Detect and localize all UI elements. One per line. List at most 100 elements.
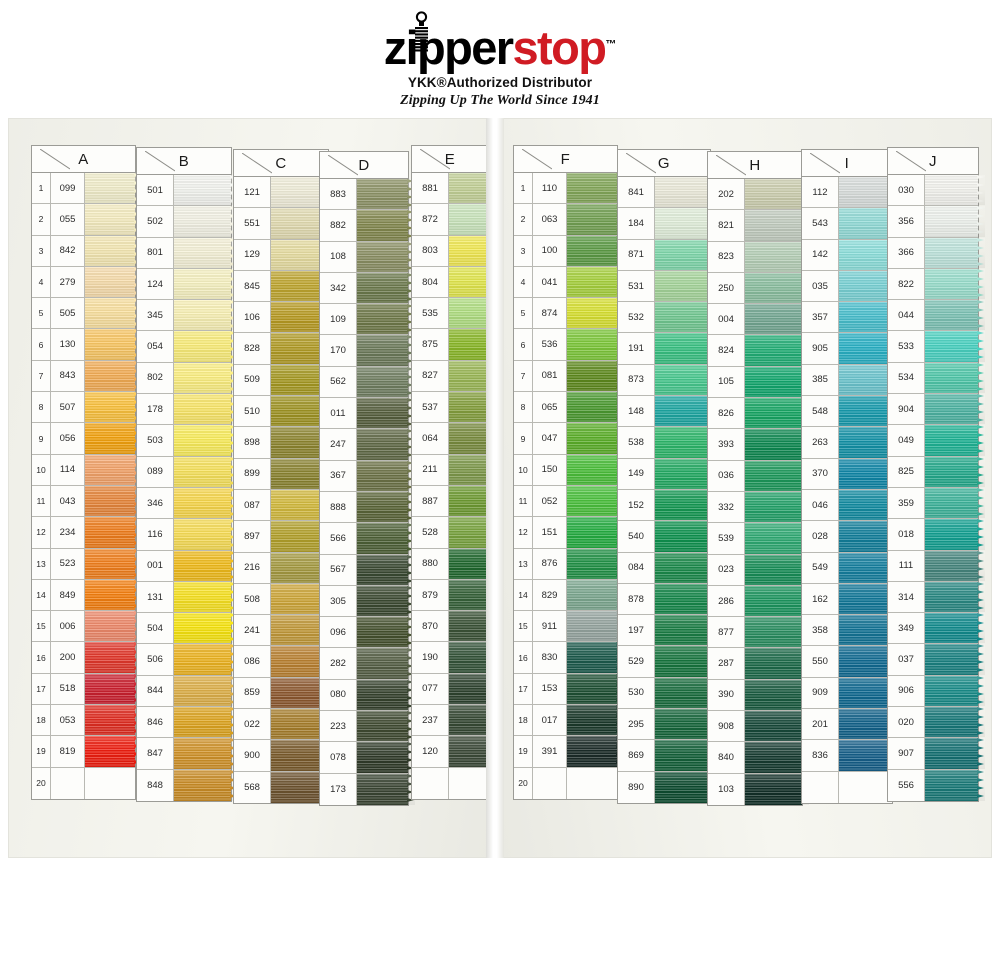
table-row[interactable]: 089: [137, 456, 238, 488]
color-swatch[interactable]: [85, 736, 142, 768]
color-swatch[interactable]: [357, 179, 415, 211]
color-swatch[interactable]: [745, 523, 809, 555]
table-row[interactable]: 824: [708, 335, 809, 367]
table-row[interactable]: 890: [618, 771, 717, 804]
table-row[interactable]: 124: [137, 268, 238, 301]
color-swatch[interactable]: [925, 613, 985, 645]
color-swatch[interactable]: [839, 552, 899, 584]
color-swatch[interactable]: [925, 707, 985, 739]
table-row[interactable]: 12 234: [32, 517, 142, 549]
color-swatch[interactable]: [449, 360, 495, 393]
table-row[interactable]: 390: [708, 679, 809, 712]
color-swatch[interactable]: [85, 705, 142, 737]
table-row[interactable]: 054: [137, 331, 238, 363]
table-row[interactable]: 878: [618, 583, 717, 616]
table-row[interactable]: 3 100: [514, 235, 624, 267]
color-swatch[interactable]: [449, 266, 495, 299]
table-row[interactable]: 528: [412, 517, 495, 549]
table-row[interactable]: 004: [708, 304, 809, 336]
table-row[interactable]: 539: [708, 523, 809, 555]
table-row[interactable]: 086: [234, 646, 335, 678]
color-swatch[interactable]: [174, 644, 238, 676]
table-row[interactable]: 909: [802, 677, 899, 710]
color-swatch[interactable]: [655, 646, 717, 678]
color-swatch[interactable]: [357, 460, 415, 492]
table-row[interactable]: 897: [234, 521, 335, 553]
color-swatch[interactable]: [357, 366, 415, 399]
color-swatch[interactable]: [449, 173, 495, 205]
table-row[interactable]: 845: [234, 270, 335, 303]
color-swatch[interactable]: [357, 711, 415, 743]
color-swatch[interactable]: [655, 583, 717, 616]
table-row[interactable]: 108: [320, 241, 415, 273]
table-row[interactable]: 295: [618, 709, 717, 741]
color-swatch[interactable]: [85, 329, 142, 361]
table-row[interactable]: 887: [412, 485, 495, 518]
table-row[interactable]: 6 130: [32, 329, 142, 361]
color-swatch[interactable]: [85, 642, 142, 674]
color-swatch[interactable]: [839, 583, 899, 616]
table-row[interactable]: 503: [137, 425, 238, 457]
color-swatch[interactable]: [85, 360, 142, 393]
color-swatch[interactable]: [85, 266, 142, 299]
color-swatch[interactable]: [174, 456, 238, 488]
table-row[interactable]: 036: [708, 460, 809, 492]
table-row[interactable]: 282: [320, 648, 415, 680]
table-row[interactable]: 001: [137, 550, 238, 582]
color-swatch[interactable]: [655, 709, 717, 741]
color-swatch[interactable]: [567, 767, 617, 799]
table-row[interactable]: 020: [888, 707, 985, 739]
color-swatch[interactable]: [745, 210, 809, 242]
table-row[interactable]: 305: [320, 585, 415, 618]
table-row[interactable]: 103: [708, 773, 809, 806]
table-row[interactable]: 801: [137, 237, 238, 269]
table-row[interactable]: 14 849: [32, 579, 142, 612]
color-swatch[interactable]: [745, 773, 809, 806]
color-swatch[interactable]: [174, 675, 238, 708]
table-row[interactable]: 882: [320, 210, 415, 242]
color-swatch[interactable]: [745, 241, 809, 273]
table-row[interactable]: 10 150: [514, 454, 624, 486]
color-swatch[interactable]: [85, 454, 142, 486]
table-row[interactable]: 349: [888, 613, 985, 645]
table-row[interactable]: 3 842: [32, 235, 142, 267]
color-swatch[interactable]: [357, 335, 415, 367]
table-row[interactable]: 11 052: [514, 485, 624, 518]
table-row[interactable]: 149: [618, 458, 717, 490]
color-swatch[interactable]: [745, 429, 809, 461]
color-swatch[interactable]: [567, 611, 624, 643]
table-row[interactable]: 263: [802, 427, 899, 459]
table-row[interactable]: 216: [234, 552, 335, 584]
color-swatch[interactable]: [567, 235, 624, 267]
color-swatch[interactable]: [357, 648, 415, 680]
color-swatch[interactable]: [85, 485, 142, 518]
table-row[interactable]: 237: [412, 705, 495, 737]
color-swatch[interactable]: [174, 738, 238, 770]
color-swatch[interactable]: [449, 204, 495, 236]
table-row[interactable]: 828: [234, 333, 335, 365]
table-row[interactable]: 16 830: [514, 642, 624, 674]
table-row[interactable]: 162: [802, 583, 899, 616]
table-row[interactable]: 6 536: [514, 329, 624, 361]
color-swatch[interactable]: [357, 679, 415, 712]
color-swatch[interactable]: [745, 711, 809, 743]
table-row[interactable]: 358: [802, 615, 899, 647]
color-swatch[interactable]: [357, 773, 415, 806]
table-row[interactable]: 129: [234, 239, 335, 271]
table-row[interactable]: 827: [412, 360, 495, 393]
table-row[interactable]: 030: [888, 175, 985, 207]
table-row[interactable]: 357: [802, 302, 899, 334]
color-swatch[interactable]: [655, 489, 717, 522]
color-swatch[interactable]: [839, 364, 899, 397]
table-row[interactable]: 556: [888, 769, 985, 802]
table-row[interactable]: 116: [137, 519, 238, 551]
table-row[interactable]: 907: [888, 738, 985, 770]
table-row[interactable]: 904: [888, 394, 985, 426]
color-swatch[interactable]: [925, 425, 985, 457]
color-swatch[interactable]: [357, 491, 415, 524]
table-row[interactable]: 112: [802, 177, 899, 209]
table-row[interactable]: 908: [708, 711, 809, 743]
color-swatch[interactable]: [357, 210, 415, 242]
color-swatch[interactable]: [839, 489, 899, 522]
table-row[interactable]: 529: [618, 646, 717, 678]
